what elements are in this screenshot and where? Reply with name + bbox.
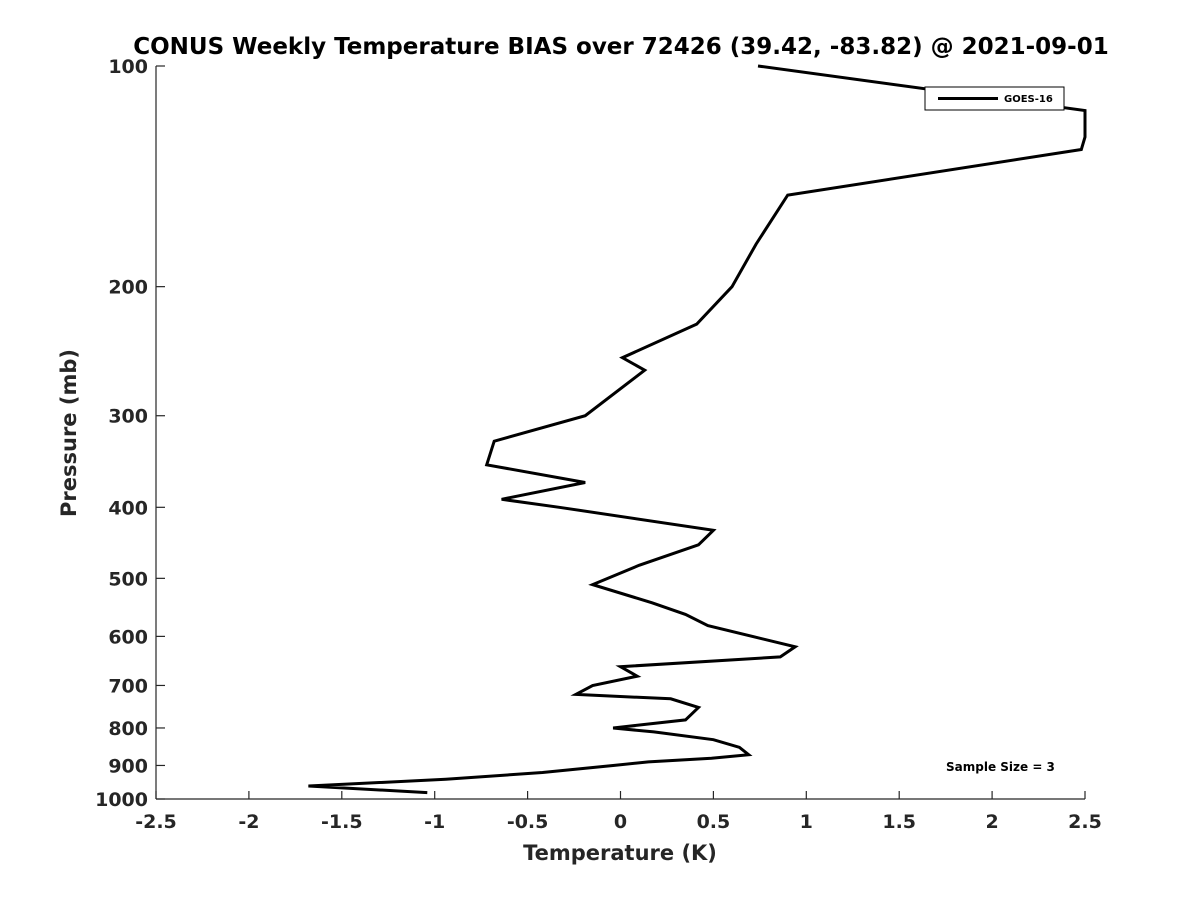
legend: GOES-16 xyxy=(924,86,1065,111)
series-line-goes-16 xyxy=(308,64,1087,795)
y-tick-label: 100 xyxy=(108,56,148,78)
y-tick-label: 300 xyxy=(108,406,148,428)
x-tick-label: -0.5 xyxy=(507,811,549,833)
y-tick-label: 1000 xyxy=(95,789,148,811)
legend-label-goes-16: GOES-16 xyxy=(1004,94,1053,105)
chart-title: CONUS Weekly Temperature BIAS over 72426… xyxy=(133,34,1108,60)
y-tick-label: 200 xyxy=(108,277,148,299)
y-axis-label: Pressure (mb) xyxy=(57,349,81,517)
y-tick-label: 400 xyxy=(108,497,148,519)
y-tick-label: 600 xyxy=(108,626,148,648)
x-tick-label: 2.5 xyxy=(1068,811,1102,833)
y-tick-label: 700 xyxy=(108,675,148,697)
y-tick-label: 500 xyxy=(108,568,148,590)
x-tick-label: 2 xyxy=(985,811,998,833)
x-tick-label: 1 xyxy=(800,811,813,833)
x-axis-label: Temperature (K) xyxy=(523,841,717,865)
x-tick-label: 0.5 xyxy=(697,811,731,833)
x-axis-ticks: -2.5 -2 -1.5 -1 -0.5 0 0.5 1 1.5 2 2.5 xyxy=(135,791,1102,833)
y-tick-label: 900 xyxy=(108,755,148,777)
series-layer xyxy=(308,64,1087,795)
x-tick-label: -2 xyxy=(238,811,259,833)
y-tick-label: 800 xyxy=(108,718,148,740)
y-axis-ticks: 100 200 300 400 500 600 700 800 900 1000 xyxy=(95,56,165,811)
x-tick-label: 1.5 xyxy=(882,811,916,833)
x-tick-label: -2.5 xyxy=(135,811,177,833)
x-tick-label: -1 xyxy=(424,811,445,833)
x-tick-label: -1.5 xyxy=(321,811,363,833)
x-tick-label: 0 xyxy=(614,811,627,833)
sample-size-annotation: Sample Size = 3 xyxy=(946,760,1055,774)
